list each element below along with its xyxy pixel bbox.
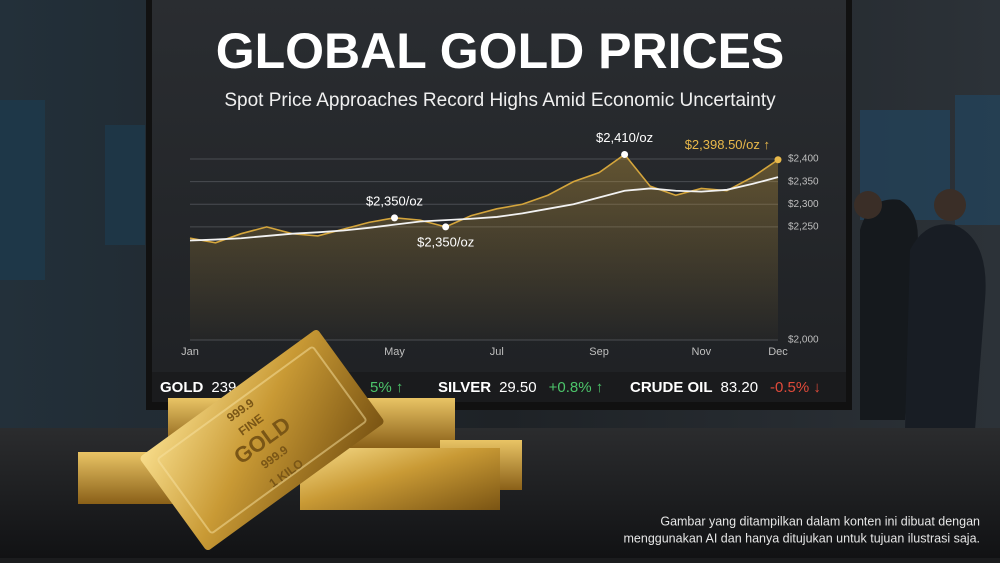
- annotation-dot: [621, 151, 629, 159]
- y-tick-label: $2,000: [788, 335, 819, 346]
- person-head: [934, 189, 966, 221]
- annotation: $2,398.50/oz ↑: [685, 137, 770, 152]
- y-tick-label: $2,350: [788, 176, 819, 187]
- annotation: $2,410/oz: [596, 130, 653, 145]
- y-tick-label: $2,300: [788, 199, 819, 210]
- ticker-change: +0.8% ↑: [549, 379, 604, 396]
- chart: $2,400 $2,350 $2,300 $2,250 $2,000 Jan May Jul S…: [181, 130, 819, 358]
- title: GLOBAL GOLD PRICES: [216, 23, 785, 79]
- price-area: [190, 154, 778, 340]
- annotation: $2,350/oz: [417, 234, 474, 249]
- disclaimer: Gambar yang ditampilkan dalam konten ini…: [660, 514, 980, 528]
- person: [905, 224, 986, 430]
- bar-bevel: [157, 346, 367, 534]
- disclaimer: menggunakan AI dan hanya ditujukan untuk…: [624, 531, 981, 545]
- side-monitor: [105, 125, 145, 245]
- person: [860, 199, 918, 420]
- ticker-change: 5% ↑: [370, 379, 403, 396]
- gold-bar: [140, 330, 384, 550]
- annotation-dot: [442, 223, 450, 231]
- y-tick-label: $2,400: [788, 154, 819, 165]
- annotation: $2,350/oz: [366, 193, 423, 208]
- person-head: [854, 191, 882, 219]
- x-tick-label: Sep: [589, 346, 609, 358]
- ticker-name: SILVER: [438, 379, 491, 396]
- side-monitor: [0, 100, 45, 280]
- x-tick-label: Dec: [768, 346, 788, 358]
- ticker-change: -0.5% ↓: [770, 379, 821, 396]
- subtitle: Spot Price Approaches Record Highs Amid …: [224, 90, 776, 111]
- x-tick-label: May: [384, 346, 405, 358]
- series-line: [189, 153, 779, 244]
- ticker-name: CRUDE OIL: [630, 379, 713, 396]
- ticker-name: GOLD: [160, 379, 203, 396]
- y-tick-label: $2,250: [788, 222, 819, 233]
- x-tick-label: Nov: [692, 346, 712, 358]
- series-line: [189, 176, 779, 242]
- x-tick-label: Jan: [181, 346, 199, 358]
- ticker-price: 83.20: [721, 379, 759, 396]
- annotation-dot: [391, 214, 399, 222]
- x-tick-label: Jul: [490, 346, 504, 358]
- annotation-dot: [774, 156, 782, 164]
- ticker-price: 29.50: [499, 379, 537, 396]
